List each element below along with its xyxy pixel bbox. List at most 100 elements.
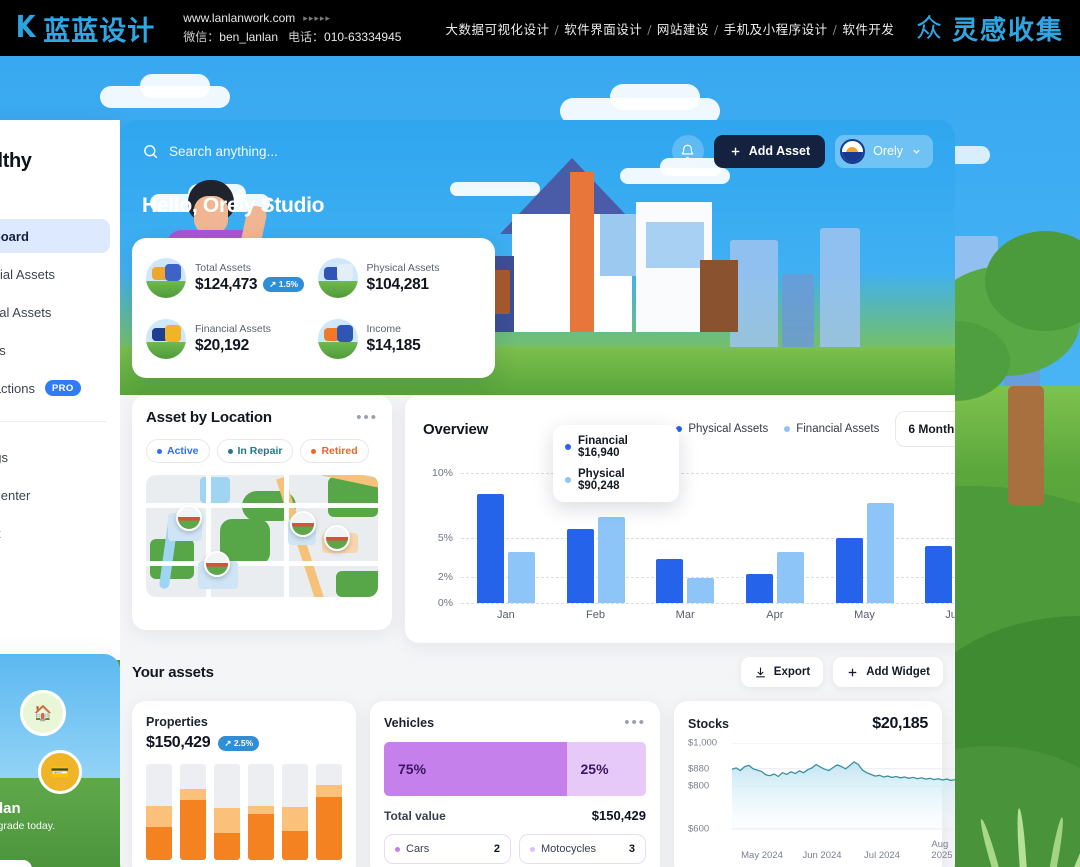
your-assets-section: Your assets Export Add Widge [120, 643, 955, 867]
user-menu[interactable]: Orely [835, 134, 933, 168]
y-axis-tick: 10% [431, 467, 453, 479]
bar-financial-assets[interactable] [866, 502, 894, 603]
promo-service-item: 网站建设 [656, 21, 709, 37]
tooltip-dot [565, 444, 571, 450]
pro-badge: PRO [44, 380, 81, 396]
overview-card: Overview Physical Assets Financial Assets… [405, 395, 955, 643]
vehicles-total-label: Total value [384, 808, 446, 823]
sidebar-item-dashboard[interactable]: Dashboard [0, 219, 110, 253]
bar-segment-projected [316, 785, 342, 797]
location-filter-active[interactable]: Active [146, 439, 210, 463]
y-axis-tick: $600 [688, 823, 710, 835]
vehicles-card: Vehicles ••• 75% 25% Total value $150,42… [370, 701, 660, 867]
pill-label: Cars [406, 843, 430, 855]
bar-financial-assets[interactable] [508, 552, 536, 603]
more-horizontal-icon[interactable]: ••• [624, 714, 646, 731]
stocks-line [731, 761, 955, 782]
tooltip-text: Financial $16,940 [578, 435, 628, 459]
add-widget-button[interactable]: Add Widget [833, 657, 943, 687]
add-asset-label: Add Asset [748, 144, 811, 158]
stat-illustration-icon [317, 257, 358, 298]
location-filter-retired[interactable]: Retired [300, 439, 369, 463]
bar-financial-assets[interactable] [687, 578, 715, 603]
upgrade-plan-card[interactable]: 🏠 💳 🚗 Upgrade Plan AI Features, Upgrade … [0, 654, 120, 867]
status-dot [311, 448, 317, 454]
asset-cards-row: Properties $150,429 ↗ 2.5% Vehicles ••• [132, 701, 955, 867]
properties-bar [146, 764, 172, 860]
location-filter-in-repair[interactable]: In Repair [216, 439, 294, 463]
properties-bar [316, 764, 342, 860]
overview-legend: Physical Assets Financial Assets [676, 423, 879, 435]
finance-bubble-icon: 💳 [38, 750, 82, 794]
topbar: Add Asset Orely [120, 120, 955, 182]
bell-icon [681, 144, 694, 158]
sidebar-item-label: Logout [0, 526, 1, 541]
map-pin[interactable] [290, 511, 316, 537]
sidebar-logo[interactable]: Wealthy [0, 144, 120, 173]
bar-segment-projected [248, 806, 274, 814]
location-map[interactable] [146, 475, 378, 597]
y-axis-tick: 5% [437, 532, 453, 544]
brand-mark-icon: K [15, 10, 36, 45]
add-asset-button[interactable]: Add Asset [713, 134, 826, 168]
sidebar-divider [0, 421, 106, 422]
bar-physical-assets[interactable] [925, 545, 953, 603]
sidebar-item-physical-assets[interactable]: Physical Assets [0, 295, 110, 329]
properties-value: $150,429 [146, 734, 211, 751]
sidebar-item-label: Insights [0, 342, 6, 358]
properties-card: Properties $150,429 ↗ 2.5% [132, 701, 356, 867]
overview-header: Overview Physical Assets Financial Assets… [423, 411, 955, 447]
tooltip-row: Financial $16,940 [565, 435, 667, 459]
vehicle-type-motocycles[interactable]: Motocycles 3 [519, 834, 646, 864]
x-axis-tick: Jul 2024 [864, 850, 900, 861]
vehicle-type-cars[interactable]: Cars 2 [384, 834, 511, 864]
summary-stats-card: Total Assets $124,473 ↗ 1.5% Physical Asset… [132, 238, 495, 378]
upgrade-to-pro-button[interactable]: Upgrade to Pro [0, 860, 32, 867]
bar-physical-assets[interactable] [746, 574, 774, 603]
plus-icon [731, 147, 740, 155]
properties-bar [180, 764, 206, 860]
pill-count: 2 [493, 843, 500, 855]
map-pin[interactable] [324, 525, 350, 551]
brand-logo: K 蓝蓝设计 [14, 9, 155, 48]
sidebar-item-financial-assets[interactable]: Financial Assets [0, 257, 110, 291]
map-pin[interactable] [176, 505, 202, 531]
sidebar-item-insights[interactable]: Insights [0, 333, 110, 367]
house-bubble-icon: 🏠 [20, 690, 66, 736]
bar-group [566, 473, 625, 603]
chip-label: Retired [321, 445, 358, 457]
sidebar-item-label: Dashboard [0, 228, 29, 244]
stocks-value: $20,185 [872, 715, 928, 732]
search-box[interactable] [142, 143, 672, 160]
legend-item: Physical Assets [676, 423, 768, 435]
bar-segment-projected [146, 806, 172, 828]
stat-physical-assets: Physical Assets $104,281 [317, 250, 482, 305]
properties-bar [248, 764, 274, 860]
bar-financial-assets[interactable] [597, 517, 625, 603]
promo-service-item: 大数据可视化设计 [445, 21, 550, 37]
x-axis-tick: May 2024 [741, 850, 783, 861]
promo-service-item: 手机及小程序设计 [723, 21, 828, 37]
brand-name: 蓝蓝设计 [43, 15, 156, 46]
export-button[interactable]: Export [740, 657, 824, 687]
sidebar-item-settings[interactable]: Settings [0, 440, 110, 474]
sidebar-item-help-center[interactable]: Help Center [0, 478, 110, 512]
map-pin[interactable] [204, 551, 230, 577]
x-axis-tick: Jun 2024 [802, 850, 842, 861]
gridline [461, 603, 955, 604]
notifications-button[interactable] [671, 135, 704, 167]
period-select[interactable]: 6 Months [895, 411, 955, 447]
bar-financial-assets[interactable] [777, 552, 805, 603]
more-horizontal-icon[interactable]: ••• [356, 409, 378, 426]
your-assets-header: Your assets Export Add Widge [132, 657, 943, 687]
sidebar-item-logout[interactable]: Logout [0, 516, 110, 550]
sidebar-item-transactions[interactable]: Transactions PRO [0, 371, 110, 405]
sidebar-item-label: Financial Assets [0, 266, 55, 282]
bar-physical-assets[interactable] [835, 538, 863, 603]
bar-physical-assets[interactable] [566, 528, 594, 603]
search-input[interactable] [169, 143, 429, 159]
bar-physical-assets[interactable] [656, 558, 684, 603]
y-axis-tick: $1,000 [688, 737, 718, 749]
stocks-name: Stocks [688, 717, 729, 731]
bar-physical-assets[interactable] [477, 493, 505, 603]
